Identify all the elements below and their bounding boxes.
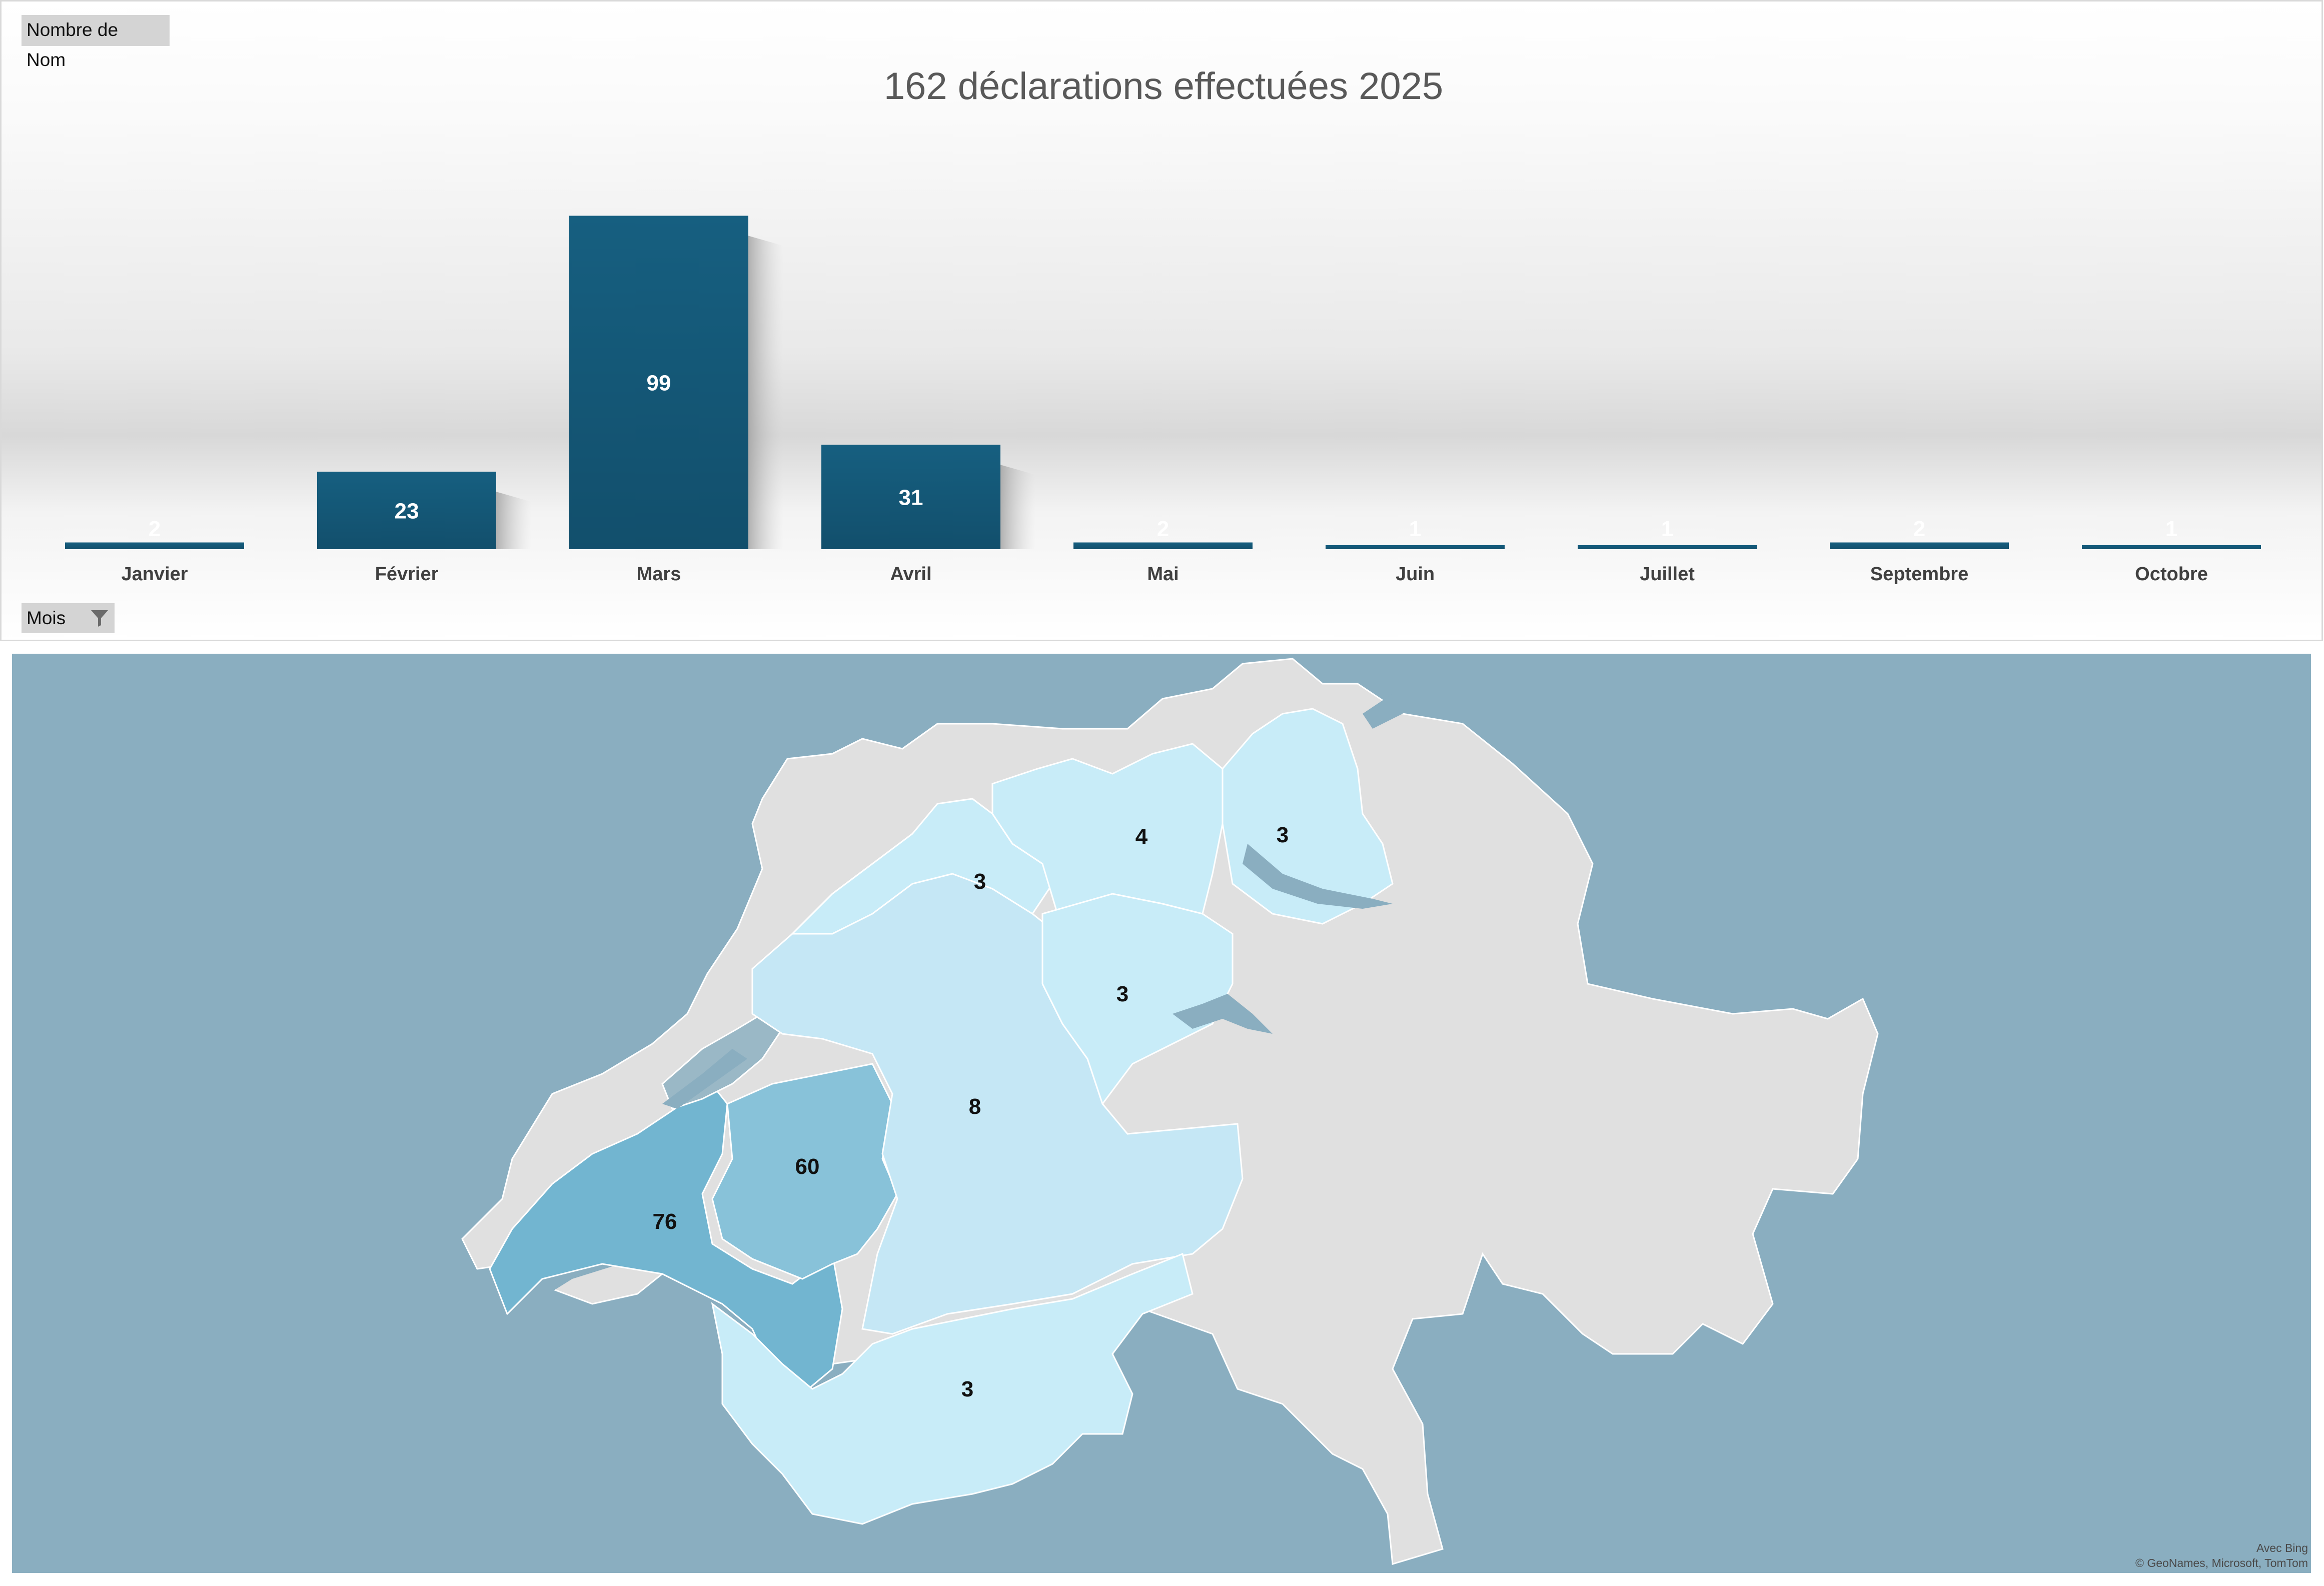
bar-data-label: 99	[647, 371, 671, 396]
chart-panel: Nombre de Nom 162 déclarations effectuée…	[0, 0, 2323, 641]
pivot-axis-field-button[interactable]: Mois	[22, 603, 115, 633]
x-tick-label: Septembre	[1870, 564, 1968, 585]
bar-shadow	[1000, 465, 1035, 549]
bar-chart: 2 Janvier 23 Février 99 Mars 31 Avril 2 Mai 1 Juin 1…	[65, 216, 2261, 585]
filter-icon[interactable]	[90, 608, 110, 628]
map-value-label: 3	[1116, 982, 1128, 1006]
bar-janvier[interactable]	[65, 542, 244, 549]
chart-title: 162 déclarations effectuées 2025	[883, 65, 1444, 108]
lake-zurich	[1243, 844, 1393, 909]
x-tick-label: Mars	[637, 564, 681, 585]
lake-constance	[1363, 684, 1413, 729]
map-panel: 76 60 8 3 3 4 3 3 Avec Bing © GeoNames, …	[12, 654, 2311, 1573]
bar-data-label: 2	[1913, 517, 1925, 541]
x-tick-label: Octobre	[2135, 564, 2208, 585]
bar-data-label: 1	[1661, 517, 1673, 541]
bar-data-label: 31	[899, 486, 923, 510]
bar-octobre[interactable]	[2082, 545, 2261, 549]
bar-shadow	[748, 236, 783, 550]
bar-mai[interactable]	[1073, 542, 1253, 549]
pivot-value-field-button[interactable]: Nombre de Nom	[22, 15, 170, 70]
pivot-axis-field-label: Mois	[27, 608, 66, 628]
map-value-label: 3	[974, 869, 986, 894]
bar-data-label: 2	[1157, 517, 1169, 541]
lake-maggiore	[1363, 1474, 1388, 1554]
map-value-label: 3	[1277, 823, 1289, 847]
bar-avril[interactable]	[821, 445, 1000, 549]
map-value-label: 76	[653, 1209, 677, 1234]
bar-data-label: 1	[1409, 517, 1421, 541]
bar-data-label: 2	[149, 517, 161, 541]
map-value-label: 60	[795, 1154, 820, 1179]
bar-juillet[interactable]	[1578, 545, 1757, 549]
map-credit-sources: © GeoNames, Microsoft, TomTom	[2135, 1556, 2308, 1569]
canton-valais	[711, 1252, 1194, 1525]
bar-mars[interactable]	[569, 216, 748, 550]
pivot-value-field-label: Nombre de Nom	[27, 20, 119, 70]
x-tick-label: Avril	[890, 564, 931, 585]
x-tick-label: Mai	[1147, 564, 1179, 585]
map-value-label: 4	[1135, 824, 1148, 849]
canton-argovie	[991, 743, 1224, 915]
bar-septembre[interactable]	[1830, 542, 2009, 549]
canton-fribourg	[711, 1063, 898, 1280]
map-value-label: 8	[969, 1094, 981, 1119]
x-tick-label: Janvier	[121, 564, 188, 585]
map-credit-bing: Avec Bing	[2256, 1541, 2308, 1554]
canton-vaud	[489, 1077, 843, 1395]
x-tick-label: Juillet	[1640, 564, 1695, 585]
map-value-label: 3	[961, 1377, 973, 1401]
lake-neuchatel	[662, 1049, 747, 1109]
canton-lucerne	[1041, 893, 1234, 1106]
bar-juin[interactable]	[1326, 545, 1505, 549]
x-tick-label: Février	[375, 564, 439, 585]
bar-shadow	[496, 492, 531, 549]
lake-lucerne	[1173, 994, 1273, 1034]
switzerland-map: 76 60 8 3 3 4 3 3	[461, 658, 1879, 1565]
bar-data-label: 23	[395, 499, 419, 524]
bar-février[interactable]	[317, 472, 496, 549]
bar-data-label: 1	[2165, 517, 2177, 541]
x-tick-label: Juin	[1396, 564, 1435, 585]
